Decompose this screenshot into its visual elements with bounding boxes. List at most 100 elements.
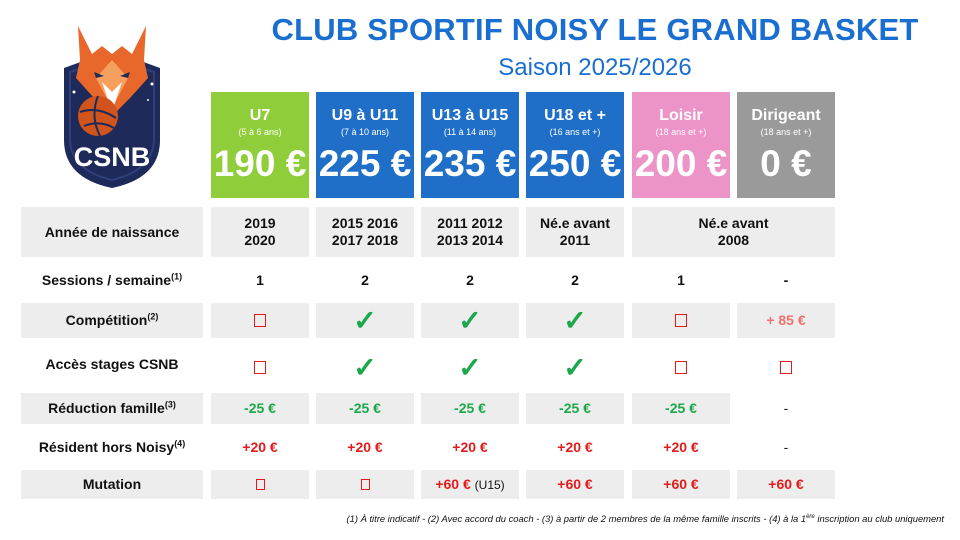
row-label-mutation: Mutation [21, 470, 203, 499]
check-icon: ✓ [353, 304, 377, 336]
row-label-sessions: Sessions / semaine(1) [21, 264, 203, 296]
category-u9-u11: U9 à U11 (7 à 10 ans) 225 € [316, 92, 414, 198]
category-price: 0 € [760, 143, 812, 184]
unavailable-box-icon [675, 314, 687, 327]
unavailable-box-icon [360, 479, 370, 490]
category-name: U13 à U15 [431, 107, 509, 124]
cell-stages-u9: ✓ [316, 350, 414, 385]
category-name: U9 à U11 [331, 107, 399, 124]
row-label-text: Accès stages CSNB [45, 356, 179, 372]
cell-sessions-u9: 2 [361, 271, 369, 288]
cell-sessions-u13: 2 [466, 271, 474, 288]
row-label-reduction: Réduction famille(3) [21, 393, 203, 424]
cell-resident-u18: +20 € [557, 438, 593, 455]
cell-naissance-u13: 2011 2012 2013 2014 [421, 207, 519, 257]
cell-reduction-loisir: -25 € [632, 393, 730, 424]
cell-naissance-u7: 2019 2020 [211, 207, 309, 257]
cell-sessions-u7: 1 [256, 271, 264, 288]
category-name: Dirigeant [751, 107, 821, 124]
cell-competition-u18: ✓ [526, 303, 624, 338]
row-label-text: Réduction famille [48, 400, 165, 416]
unavailable-box-icon [254, 314, 266, 327]
check-icon: ✓ [563, 304, 587, 336]
category-price: 190 € [213, 143, 307, 184]
cell-reduction-dirigeant: - [783, 400, 789, 416]
category-price: 235 € [423, 143, 517, 184]
cell-line: 2013 2014 [436, 232, 504, 248]
footnote-text: (1) À titre indicatif - (2) Avec accord … [346, 513, 807, 524]
category-age: (11 à 14 ans) [443, 127, 497, 137]
cell-line: 2011 2012 [437, 215, 503, 231]
cell-mutation-u9 [316, 470, 414, 499]
cell-resident-dirigeant: - [783, 438, 789, 455]
footnote-ref: (1) [171, 270, 183, 281]
cell-resident-u9: +20 € [347, 438, 383, 455]
cell-reduction-u9: -25 € [316, 393, 414, 424]
cell-line: 2008 [717, 232, 750, 248]
cell-competition-u7 [211, 303, 309, 338]
unavailable-box-icon [255, 479, 265, 490]
cell-mutation-u7 [211, 470, 309, 499]
check-icon: ✓ [458, 351, 482, 383]
cell-naissance-u18: Né.e avant 2011 [526, 207, 624, 257]
cell-value: +60 € [435, 475, 471, 492]
row-label-stages: Accès stages CSNB [21, 347, 203, 382]
footnote: (1) À titre indicatif - (2) Avec accord … [347, 513, 944, 524]
category-name: U18 et + [544, 107, 606, 124]
cell-reduction-u7: -25 € [211, 393, 309, 424]
cell-line: 2019 [244, 215, 276, 231]
cell-line: 2015 2016 [331, 215, 399, 231]
check-icon: ✓ [563, 351, 587, 383]
cell-line: 2011 [559, 232, 591, 248]
cell-stages-u18: ✓ [526, 350, 624, 385]
cell-competition-loisir [632, 303, 730, 338]
footnote-sup: ère [806, 513, 815, 520]
unavailable-box-icon [254, 361, 266, 374]
row-label-text: Année de naissance [44, 223, 180, 240]
category-loisir: Loisir (18 ans et +) 200 € [632, 92, 730, 198]
unavailable-box-icon [675, 361, 687, 374]
cell-resident-u13: +20 € [452, 438, 488, 455]
category-name: U7 [249, 107, 271, 124]
check-icon: ✓ [458, 304, 482, 336]
cell-mutation-u18: +60 € [526, 470, 624, 499]
cell-stages-dirigeant [737, 350, 835, 385]
cell-mutation-dirigeant: +60 € [737, 470, 835, 499]
category-u13-u15: U13 à U15 (11 à 14 ans) 235 € [421, 92, 519, 198]
page-title: CLUB SPORTIF NOISY LE GRAND BASKET [271, 12, 919, 47]
footnote-ref: (2) [147, 311, 159, 322]
category-price: 225 € [318, 143, 412, 184]
cell-reduction-u18: -25 € [526, 393, 624, 424]
cell-stages-u7 [211, 350, 309, 385]
cell-sessions-loisir: 1 [677, 271, 685, 288]
cell-stages-loisir [632, 350, 730, 385]
cell-resident-u7: +20 € [242, 438, 278, 455]
category-u18: U18 et + (16 ans et +) 250 € [526, 92, 624, 198]
footnote-ref: (3) [164, 399, 176, 410]
row-label-text: Résident hors Noisy [38, 438, 175, 455]
cell-line: 2017 2018 [331, 232, 399, 248]
category-age: (5 à 6 ans) [238, 127, 282, 137]
cell-line: Né.e avant [539, 215, 611, 231]
cell-line: 2020 [244, 232, 276, 248]
row-label-text: Sessions / semaine [41, 271, 172, 288]
cell-competition-u9: ✓ [316, 303, 414, 338]
cell-naissance-u9: 2015 2016 2017 2018 [316, 207, 414, 257]
category-age: (18 ans et +) [655, 127, 707, 137]
category-age: (18 ans et +) [760, 127, 812, 137]
row-label-competition: Compétition(2) [21, 303, 203, 338]
row-label-text: Compétition [65, 312, 148, 328]
page-subtitle: Saison 2025/2026 [498, 54, 692, 81]
cell-mutation-loisir: +60 € [632, 470, 730, 499]
unavailable-box-icon [780, 361, 792, 374]
cell-reduction-u13: -25 € [421, 393, 519, 424]
footnote-text-end: inscription au club uniquement [814, 513, 944, 524]
footnote-ref: (4) [174, 437, 186, 448]
cell-stages-u13: ✓ [421, 350, 519, 385]
cell-line: Né.e avant [698, 215, 769, 231]
row-label-resident: Résident hors Noisy(4) [21, 431, 203, 463]
cell-competition-dirigeant: + 85 € [737, 303, 835, 338]
cell-sessions-dirigeant: - [783, 271, 789, 288]
category-name: Loisir [659, 107, 703, 124]
category-u7: U7 (5 à 6 ans) 190 € [211, 92, 309, 198]
